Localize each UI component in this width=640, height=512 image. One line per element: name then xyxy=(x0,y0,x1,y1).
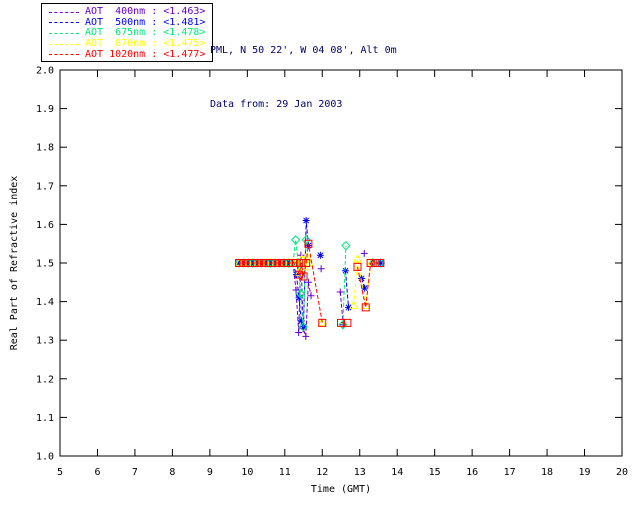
plus-marker xyxy=(295,328,303,336)
triangle-marker xyxy=(349,300,359,309)
y-tick-label: 2.0 xyxy=(36,66,54,77)
y-tick-label: 1.2 xyxy=(36,374,54,385)
y-tick-label: 1.3 xyxy=(36,336,54,347)
series-aot-500nm xyxy=(235,217,385,331)
series-line xyxy=(339,291,344,325)
x-tick-label: 18 xyxy=(541,467,553,478)
y-tick-label: 1.0 xyxy=(36,452,54,463)
triangle-marker xyxy=(294,267,304,277)
x-tick-label: 20 xyxy=(616,467,628,478)
series-line xyxy=(239,243,323,323)
plot-header: PML, N 50 22', W 04 08', Alt 0m Data fro… xyxy=(210,6,397,150)
plot-frame xyxy=(59,69,623,457)
x-tick-label: 9 xyxy=(207,467,213,478)
legend-label-500nm: AOT 500nm : <1.481> xyxy=(85,16,206,28)
legend-row-1020nm: AOT 1020nm : <1.477> xyxy=(49,49,212,60)
x-axis-title: Time (GMT) xyxy=(311,484,371,495)
asterisk-marker xyxy=(302,217,310,225)
y-tick-label: 1.6 xyxy=(36,220,54,231)
x-tick-label: 6 xyxy=(94,467,100,478)
y-tick-label: 1.5 xyxy=(36,259,54,270)
x-tick-label: 8 xyxy=(169,467,175,478)
square-marker xyxy=(304,239,313,248)
diamond-marker xyxy=(290,235,301,245)
series-aot-1020nm xyxy=(235,239,385,327)
legend-box: AOT 400nm : <1.463> AOT 500nm : <1.481> … xyxy=(41,3,213,62)
legend-line-sample-675nm-icon xyxy=(49,32,79,34)
square-marker xyxy=(299,272,308,281)
plus-marker xyxy=(302,332,310,340)
y-tick-label: 1.8 xyxy=(36,143,54,154)
legend-row-400nm: AOT 400nm : <1.463> xyxy=(49,7,212,18)
x-tick-label: 12 xyxy=(316,467,328,478)
x-tick-label: 10 xyxy=(241,467,253,478)
x-tick-label: 14 xyxy=(391,467,403,478)
asterisk-marker xyxy=(316,251,324,259)
series-line xyxy=(353,259,372,306)
triangle-marker xyxy=(352,254,363,263)
square-marker xyxy=(343,318,352,327)
series-line xyxy=(239,239,307,327)
y-axis-title: Real Part of Refractive index xyxy=(9,176,20,351)
series-line xyxy=(345,270,349,308)
diamond-marker xyxy=(341,240,351,251)
square-marker xyxy=(376,259,385,267)
x-tick-label: 11 xyxy=(279,467,291,478)
square-marker xyxy=(295,270,304,279)
plus-marker xyxy=(307,292,315,300)
asterisk-marker xyxy=(341,267,349,275)
series-layer xyxy=(234,217,386,340)
legend-label-1020nm: AOT 1020nm : <1.477> xyxy=(85,48,206,60)
plus-marker xyxy=(336,288,344,296)
legend-line-sample-500nm-icon xyxy=(49,22,79,24)
y-tick-label: 1.1 xyxy=(36,413,54,424)
legend-line-sample-870nm-icon xyxy=(49,43,79,45)
diamond-marker xyxy=(301,235,311,245)
y-tick-label: 1.4 xyxy=(36,297,54,308)
x-tick-label: 13 xyxy=(354,467,366,478)
asterisk-marker xyxy=(344,303,352,311)
asterisk-marker xyxy=(358,274,366,282)
data-date-text: Data from: 29 Jan 2003 xyxy=(210,99,343,110)
triangle-marker xyxy=(361,300,371,309)
series-line xyxy=(342,245,347,325)
square-marker xyxy=(361,303,370,312)
diamond-marker xyxy=(338,320,348,330)
plus-marker xyxy=(297,251,305,259)
legend-label-870nm: AOT 870nm : <1.475> xyxy=(85,38,206,50)
legend-row-500nm: AOT 500nm : <1.481> xyxy=(49,16,212,29)
diamond-marker xyxy=(298,321,308,332)
square-marker xyxy=(302,259,311,267)
asterisk-marker xyxy=(297,317,305,325)
asterisk-marker xyxy=(292,271,300,279)
plus-marker xyxy=(304,278,312,286)
legend-label-675nm: AOT 675nm : <1.478> xyxy=(85,27,206,39)
diamond-marker xyxy=(295,289,306,299)
asterisk-marker xyxy=(295,294,303,302)
y-tick-label: 1.7 xyxy=(36,181,54,192)
y-tick-label: 1.9 xyxy=(36,104,54,115)
plus-marker xyxy=(360,249,368,257)
legend-line-sample-1020nm-icon xyxy=(49,54,79,56)
asterisk-marker xyxy=(361,284,369,292)
station-location-text: PML, N 50 22', W 04 08', Alt 0m xyxy=(210,45,397,56)
x-tick-label: 5 xyxy=(57,467,63,478)
axes-layer: 5 6 7 8 9 10 11 12 13 14 15 16 17 18 19 20 1.0 1.1 1.2 1.3 1… xyxy=(36,66,628,479)
legend-row-675nm: AOT 675nm : <1.478> xyxy=(49,28,212,39)
asterisk-marker xyxy=(377,259,385,267)
x-tick-label: 7 xyxy=(132,467,138,478)
legend-row-870nm: AOT 870nm : <1.475> xyxy=(49,39,212,50)
square-marker xyxy=(318,318,327,327)
x-tick-label: 19 xyxy=(579,467,591,478)
x-tick-label: 15 xyxy=(429,467,441,478)
x-tick-label: 17 xyxy=(504,467,516,478)
plus-marker xyxy=(317,265,325,273)
legend-line-sample-400nm-icon xyxy=(49,11,79,13)
x-tick-label: 16 xyxy=(466,467,478,478)
square-marker xyxy=(353,262,362,271)
legend-label-400nm: AOT 400nm : <1.463> xyxy=(85,6,206,18)
